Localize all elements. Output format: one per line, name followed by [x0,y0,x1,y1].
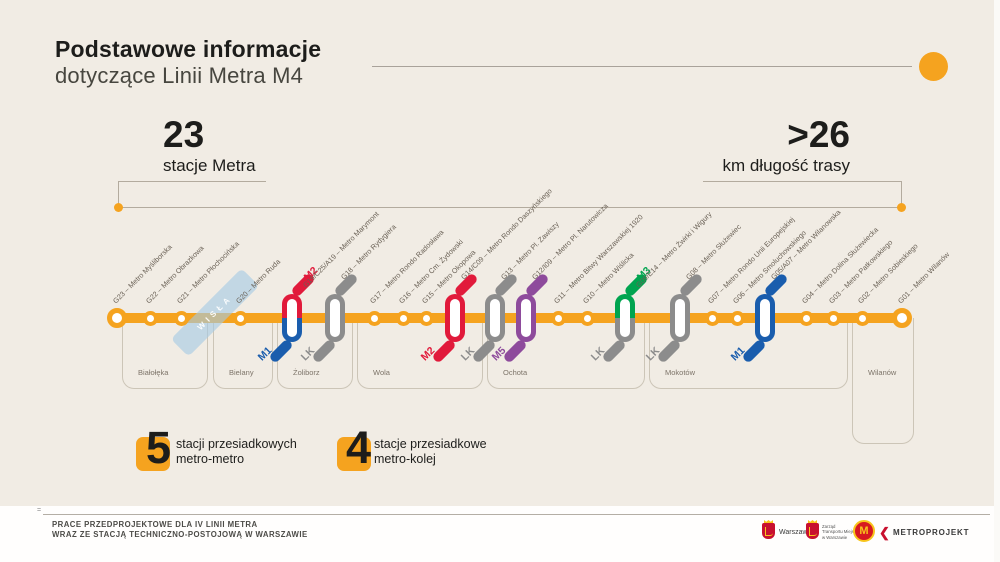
interchange-station-core [521,299,531,337]
footer-mark: = [37,507,42,514]
ztm-logo-line: Zarząd [822,524,836,529]
metroprojekt-arrow-icon: ❮ [879,525,890,540]
page-title: Podstawowe informacje [55,36,322,62]
legend-label-metro-rail: stacje przesiadkowe metro-kolej [374,437,487,466]
station-label: G22 – Metro Obrazkowa [143,243,206,306]
district-label: Mokotów [665,368,696,377]
stat-stations-value: 23 [163,114,205,155]
mermaid-icon [809,527,817,536]
ztm-crest-icon [806,520,819,539]
m4-line [112,313,908,323]
station [395,310,411,326]
terminus-station [892,308,912,328]
legend-label-metro-metro: stacji przesiadkowych metro-metro [176,437,297,466]
interchange-station [516,294,536,342]
stat-stations-label: stacje Metra [163,155,256,175]
station [798,310,814,326]
district-label: Ochota [503,368,528,377]
station [704,310,720,326]
interchange-station-core [675,299,685,337]
station [366,310,382,326]
warsaw-metro-logo-icon: M [853,520,875,542]
legend-square-metro-metro [136,437,170,471]
interchange-station [755,294,775,342]
station-label: G09/E14 – Metro Żwirki i Wigury [633,209,714,290]
metroprojekt-logo-label: METROPROJEKT [893,528,970,537]
district-label: Białołęka [138,368,169,377]
interchange-station-core [620,299,630,337]
ztm-logo-line: Transportu Miejskiego [822,529,865,535]
interchange-station [615,294,635,342]
route-span-line [118,207,901,208]
warsaw-logo-label: Warszawa [779,529,812,536]
mermaid-icon [765,527,773,536]
ztm-logo-line: w Warszawie [822,534,848,540]
legend-label-line: metro-metro [176,451,245,466]
station [142,310,158,326]
stat-length: >26 km długość trasy [690,114,850,176]
station-label: G18 – Metro Rydygiera [338,222,398,282]
legend-label-line: stacji przesiadkowych [176,437,297,451]
stat-bracket-left [118,181,266,208]
page-subtitle: dotyczące Linii Metra M4 [55,63,304,88]
district-label: Żoliborz [293,368,320,377]
route-span-dot-right [897,203,906,212]
interchange-station [670,294,690,342]
slide-edge [994,0,1000,562]
metro-m-letter: M [859,524,869,537]
station-label: G23 – Metro Myśliborska [110,242,174,306]
footer-project-line1: PRACE PRZEDPROJEKTOWE DLA IV LINII METRA [52,520,258,529]
terminus-station [107,308,127,328]
stat-bracket-right [703,181,902,208]
interchange-station [445,294,465,342]
station [550,310,566,326]
legend-count-metro-metro: 5 [146,422,172,473]
stat-length-label: km długość trasy [722,155,850,175]
interchange-station-core [330,299,340,337]
station [579,310,595,326]
legend-label-line: stacje przesiadkowe [374,437,487,451]
footer-project-line2: WRAZ ZE STACJĄ TECHNICZNO-POSTOJOWĄ W WA… [52,530,308,539]
station [173,310,189,326]
crown-icon [764,520,773,523]
interchange-station-core [490,299,500,337]
interchange-station-core [450,299,460,337]
station [825,310,841,326]
stat-stations: 23 stacje Metra [163,114,256,176]
crown-icon [808,520,817,523]
legend-label-line: metro-kolej [374,451,436,466]
metro-diagram: WISŁA Białołęka Bielany Żoliborz Wola Ochota… [0,186,1000,465]
interchange-station [485,294,505,342]
interchange-station-core [760,299,770,337]
ztm-logo-label: Zarząd Transportu Miejskiego w Warszawie [822,524,864,540]
legend-count-metro-rail: 4 [346,422,372,473]
header-rule [372,66,912,67]
legend: 5 stacji przesiadkowych metro-metro 4 st… [0,420,1000,490]
stat-length-value: >26 [787,114,850,155]
district-label: Bielany [229,368,254,377]
header-orange-dot [919,52,948,81]
station [729,310,745,326]
interchange-station [282,294,302,342]
route-span-dot-left [114,203,123,212]
warsaw-crest-icon [762,520,775,539]
interchange-station-core [287,299,297,337]
district-bracket [122,318,208,389]
interchange-station [325,294,345,342]
station [418,310,434,326]
footer-rule [43,514,990,515]
district-bracket [649,318,848,389]
footer: = PRACE PRZEDPROJEKTOWE DLA IV LINII MET… [0,506,1000,562]
district-label: Wola [373,368,390,377]
station [854,310,870,326]
district-label: Wilanów [868,368,897,377]
legend-square-metro-rail [337,437,371,471]
district-bracket [852,318,914,444]
station [232,310,248,326]
